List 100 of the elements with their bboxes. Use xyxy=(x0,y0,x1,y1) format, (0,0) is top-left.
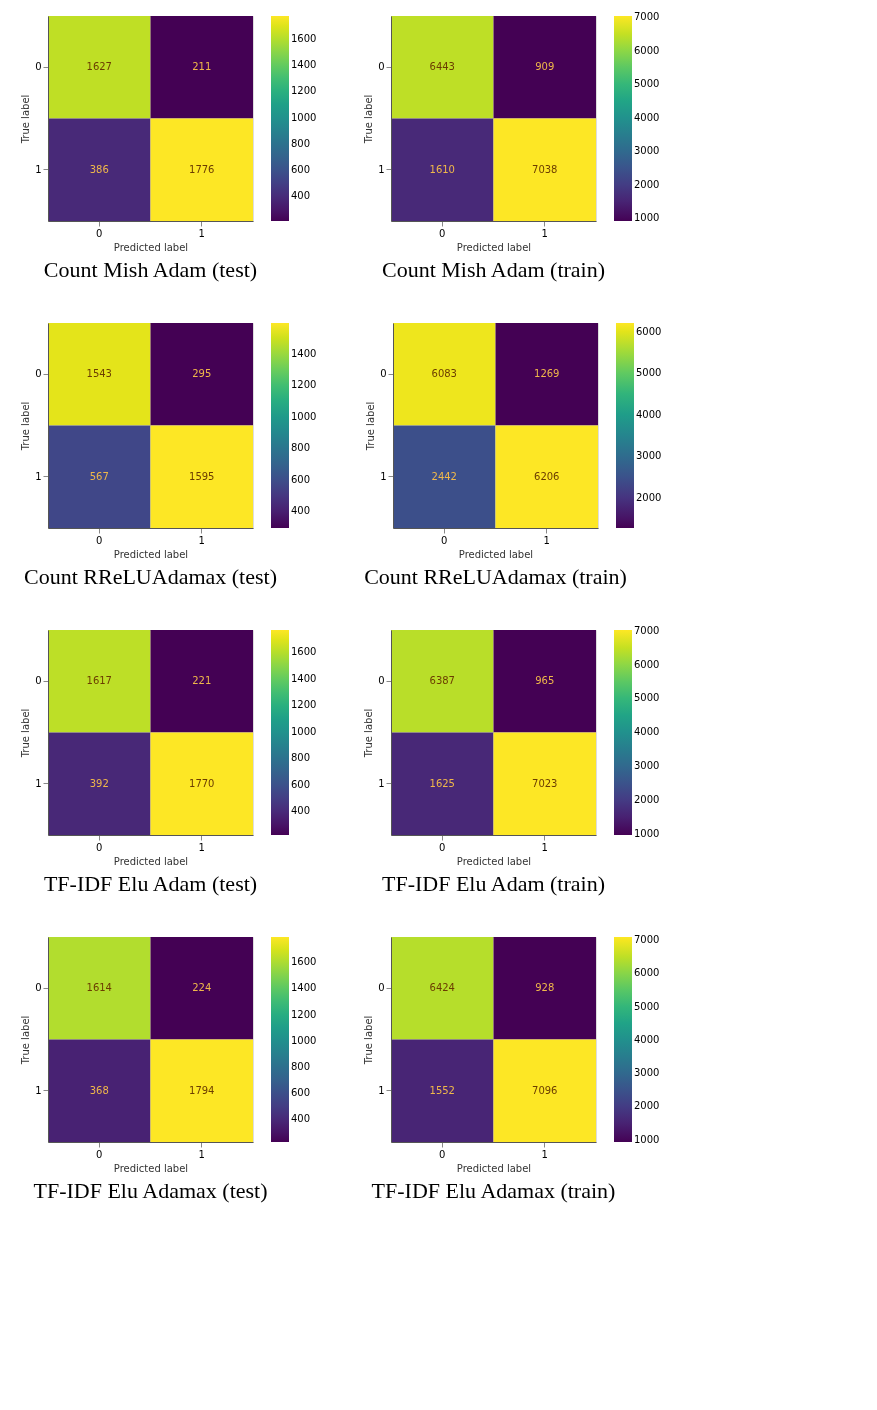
data-label: 7023 xyxy=(532,777,558,789)
y-axis-title: True label xyxy=(363,708,375,759)
x-tick-label: 0 xyxy=(96,841,103,853)
x-tick-label: 1 xyxy=(543,534,550,546)
color-bar-label: 1600 xyxy=(291,956,317,968)
x-tick-label: 1 xyxy=(198,1148,205,1160)
y-tick-label: 1 xyxy=(35,470,42,482)
color-bar-label: 800 xyxy=(291,137,311,149)
color-bar-label: 600 xyxy=(291,1086,311,1098)
y-tick-label: 0 xyxy=(35,675,42,687)
color-bar-label: 400 xyxy=(291,1113,311,1125)
y-tick-label: 1 xyxy=(378,163,385,175)
x-tick-label: 1 xyxy=(541,227,548,239)
color-bar-label: 1000 xyxy=(291,410,317,422)
color-bar-label: 4000 xyxy=(634,111,660,123)
color-bar-label: 1200 xyxy=(291,379,317,391)
data-label: 1627 xyxy=(86,61,112,73)
data-label: 6443 xyxy=(429,61,455,73)
y-tick-label: 1 xyxy=(35,777,42,789)
color-bar-label: 4000 xyxy=(636,408,662,420)
y-tick-label: 0 xyxy=(378,675,385,687)
data-label: 221 xyxy=(192,675,212,687)
y-axis-title: True label xyxy=(365,401,377,452)
x-tick-label: 0 xyxy=(441,534,448,546)
data-label: 928 xyxy=(535,982,555,994)
y-tick-label: 0 xyxy=(35,368,42,380)
data-label: 567 xyxy=(89,470,109,482)
color-bar-label: 7000 xyxy=(634,11,660,23)
y-tick-label: 1 xyxy=(35,163,42,175)
color-bar-label: 800 xyxy=(291,752,311,764)
x-tick-label: 1 xyxy=(198,227,205,239)
color-bar-label: 1600 xyxy=(291,33,317,45)
color-bar-label: 6000 xyxy=(636,325,662,337)
data-label: 1625 xyxy=(429,777,455,789)
text: Count RReLUAdamax (train) xyxy=(364,564,627,589)
color-bar-label: 1600 xyxy=(291,646,317,658)
color-bar-label: 3000 xyxy=(634,760,660,772)
color-bar-label: 6000 xyxy=(634,967,660,979)
color-bar-label: 600 xyxy=(291,473,311,485)
y-tick-label: 0 xyxy=(380,368,387,380)
y-tick-label: 0 xyxy=(378,982,385,994)
x-axis-title: Predicted label xyxy=(458,548,534,560)
color-bar-label: 1200 xyxy=(291,699,317,711)
color-bar-label: 4000 xyxy=(634,1033,660,1045)
color-bar-label: 7000 xyxy=(634,934,660,946)
x-tick-label: 0 xyxy=(96,227,103,239)
color-bar-label: 1400 xyxy=(291,672,317,684)
x-tick-label: 1 xyxy=(198,841,205,853)
y-axis-title: True label xyxy=(363,94,375,145)
text: TF-IDF Elu Adamax (train) xyxy=(371,1178,616,1203)
color-bar-label: 1400 xyxy=(291,347,317,359)
y-axis-title: True label xyxy=(20,94,32,145)
color-bar-label: 3000 xyxy=(636,450,662,462)
color-bar-label: 2000 xyxy=(634,793,660,805)
y-tick-label: 0 xyxy=(35,61,42,73)
color-bar-label: 3000 xyxy=(634,145,660,157)
color-bar-label: 1000 xyxy=(291,111,317,123)
data-label: 224 xyxy=(192,982,212,994)
y-axis-title: True label xyxy=(20,1015,32,1066)
x-tick-label: 1 xyxy=(541,1148,548,1160)
color-bar-label: 5000 xyxy=(634,692,660,704)
y-axis-title: True label xyxy=(20,401,32,452)
color-bar-label: 5000 xyxy=(634,78,660,90)
x-tick-label: 1 xyxy=(198,534,205,546)
y-tick-label: 1 xyxy=(378,777,385,789)
text: Count RReLUAdamax (test) xyxy=(24,564,277,589)
x-tick-label: 0 xyxy=(96,1148,103,1160)
x-tick-label: 0 xyxy=(439,227,446,239)
color-bar-label: 800 xyxy=(291,1060,311,1072)
text: TF-IDF Elu Adam (test) xyxy=(43,871,258,896)
data-label: 1614 xyxy=(86,982,112,994)
data-label: 7038 xyxy=(532,163,558,175)
color-bar-label: 400 xyxy=(291,190,311,202)
color-bar-label: 1000 xyxy=(634,827,660,839)
color-bar-label: 800 xyxy=(291,442,311,454)
x-axis-title: Predicted label xyxy=(113,548,189,560)
color-bar-label: 400 xyxy=(291,505,311,517)
x-tick-label: 1 xyxy=(541,841,548,853)
data-label: 6206 xyxy=(534,470,560,482)
data-label: 295 xyxy=(192,368,212,380)
color-bar-label: 1200 xyxy=(291,1008,317,1020)
color-bar-label: 1000 xyxy=(291,1034,317,1046)
color-bar-label: 1000 xyxy=(634,1133,660,1145)
data-label: 1269 xyxy=(534,368,560,380)
color-bar-label: 1200 xyxy=(291,85,317,97)
x-axis-title: Predicted label xyxy=(456,241,532,253)
color-bar-label: 3000 xyxy=(634,1067,660,1079)
text: TF-IDF Elu Adamax (test) xyxy=(33,1178,268,1203)
color-bar-label: 400 xyxy=(291,805,311,817)
text: Count Mish Adam (test) xyxy=(43,257,258,282)
y-tick-label: 0 xyxy=(35,982,42,994)
x-axis-title: Predicted label xyxy=(456,1162,532,1174)
x-tick-label: 0 xyxy=(439,841,446,853)
y-tick-label: 1 xyxy=(35,1084,42,1096)
data-label: 1776 xyxy=(189,163,215,175)
data-label: 7096 xyxy=(532,1084,558,1096)
data-label: 368 xyxy=(89,1084,109,1096)
x-axis-title: Predicted label xyxy=(113,1162,189,1174)
color-bar-label: 7000 xyxy=(634,624,660,636)
y-axis-title: True label xyxy=(20,708,32,759)
